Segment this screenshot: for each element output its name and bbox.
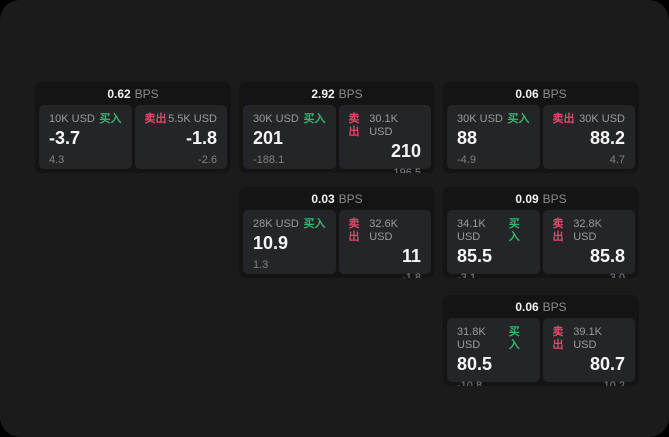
buy-panel[interactable]: 28K USD 买入 10.9 1.3 bbox=[243, 210, 336, 274]
sell-amount: 39.1K USD bbox=[573, 326, 602, 351]
buy-price: 88 bbox=[457, 128, 478, 148]
sell-amount: 32.6K USD bbox=[369, 218, 398, 243]
buy-price: 201 bbox=[253, 128, 284, 148]
sell-panel[interactable]: 卖出 32.6K USD 11 -1.8 bbox=[338, 210, 431, 278]
spread-value: 0.62 bbox=[107, 86, 131, 101]
spread-unit: BPS bbox=[542, 299, 567, 314]
sell-delta: 196.5 bbox=[393, 167, 421, 173]
spread-value: 0.06 bbox=[515, 86, 539, 101]
quote-card: 0.06 BPS 30K USD 买入 88 -4.9 卖出 30K USD 8… bbox=[443, 82, 639, 173]
buy-label: 买入 bbox=[303, 113, 326, 125]
spread-unit: BPS bbox=[542, 86, 567, 101]
buy-panel[interactable]: 34.1K USD 买入 85.5 -3.1 bbox=[447, 210, 540, 278]
buy-amount: 30K USD bbox=[253, 113, 299, 125]
quote-card: 0.09 BPS 34.1K USD 买入 85.5 -3.1 卖出 32.8K… bbox=[443, 187, 639, 278]
spread-header: 0.09 BPS bbox=[443, 187, 639, 208]
sell-panel[interactable]: 卖出 32.8K USD 85.8 3.0 bbox=[542, 210, 635, 278]
sell-label: 卖出 bbox=[348, 113, 360, 138]
sell-label: 卖出 bbox=[552, 326, 564, 351]
buy-amount: 28K USD bbox=[253, 218, 299, 230]
buy-label: 买入 bbox=[507, 113, 530, 125]
sell-label: 卖出 bbox=[552, 113, 575, 125]
buy-delta: -10.8 bbox=[457, 380, 483, 386]
buy-price: -3.7 bbox=[49, 128, 81, 148]
spread-unit: BPS bbox=[134, 86, 159, 101]
sell-delta: 3.0 bbox=[609, 272, 625, 278]
quote-card: 2.92 BPS 30K USD 买入 201 -188.1 卖出 30.1K … bbox=[239, 82, 435, 173]
sell-amount: 30.1K USD bbox=[369, 113, 398, 138]
sell-price: 11 bbox=[401, 246, 421, 266]
sell-price: -1.8 bbox=[185, 128, 217, 148]
sell-label: 卖出 bbox=[144, 113, 167, 125]
buy-price: 80.5 bbox=[457, 354, 493, 374]
buy-label: 买入 bbox=[303, 218, 326, 230]
buy-delta: -188.1 bbox=[253, 154, 285, 166]
quote-card: 0.06 BPS 31.8K USD 买入 80.5 -10.8 卖出 39.1… bbox=[443, 295, 639, 386]
spread-header: 2.92 BPS bbox=[239, 82, 435, 103]
sell-amount: 30K USD bbox=[579, 113, 625, 125]
buy-delta: 4.3 bbox=[49, 154, 65, 166]
spread-value: 0.09 bbox=[515, 191, 539, 206]
sell-amount: 5.5K USD bbox=[168, 113, 217, 125]
sell-delta: -1.8 bbox=[402, 272, 421, 278]
buy-delta: 1.3 bbox=[253, 259, 269, 271]
buy-amount: 30K USD bbox=[457, 113, 503, 125]
spread-unit: BPS bbox=[542, 191, 567, 206]
spread-unit: BPS bbox=[338, 86, 363, 101]
sell-delta: -2.6 bbox=[198, 154, 217, 166]
spread-header: 0.06 BPS bbox=[443, 295, 639, 316]
sell-price: 85.8 bbox=[589, 246, 625, 266]
buy-panel[interactable]: 30K USD 买入 201 -188.1 bbox=[243, 105, 336, 169]
buy-price: 85.5 bbox=[457, 246, 493, 266]
spread-unit: BPS bbox=[338, 191, 363, 206]
buy-label: 买入 bbox=[508, 326, 520, 351]
buy-delta: -3.1 bbox=[457, 272, 476, 278]
sell-panel[interactable]: 卖出 5.5K USD -1.8 -2.6 bbox=[134, 105, 227, 169]
quote-card: 0.62 BPS 10K USD 买入 -3.7 4.3 卖出 5.5K USD… bbox=[35, 82, 231, 173]
buy-panel[interactable]: 30K USD 买入 88 -4.9 bbox=[447, 105, 540, 169]
buy-panel[interactable]: 10K USD 买入 -3.7 4.3 bbox=[39, 105, 132, 169]
buy-price: 10.9 bbox=[253, 233, 289, 253]
buy-amount: 10K USD bbox=[49, 113, 95, 125]
sell-panel[interactable]: 卖出 30.1K USD 210 196.5 bbox=[338, 105, 431, 173]
sell-delta: 4.7 bbox=[609, 154, 625, 166]
buy-label: 买入 bbox=[99, 113, 122, 125]
spread-value: 0.03 bbox=[311, 191, 335, 206]
sell-label: 卖出 bbox=[552, 218, 564, 243]
spread-header: 0.62 BPS bbox=[35, 82, 231, 103]
sell-price: 210 bbox=[390, 141, 421, 161]
sell-panel[interactable]: 卖出 39.1K USD 80.7 10.2 bbox=[542, 318, 635, 386]
spread-value: 2.92 bbox=[311, 86, 335, 101]
buy-label: 买入 bbox=[508, 218, 520, 243]
quote-card: 0.03 BPS 28K USD 买入 10.9 1.3 卖出 32.6K US… bbox=[239, 187, 435, 278]
sell-delta: 10.2 bbox=[603, 380, 625, 386]
spread-header: 0.03 BPS bbox=[239, 187, 435, 208]
spread-value: 0.06 bbox=[515, 299, 539, 314]
spread-header: 0.06 BPS bbox=[443, 82, 639, 103]
buy-amount: 34.1K USD bbox=[457, 218, 486, 243]
sell-price: 80.7 bbox=[589, 354, 625, 374]
buy-panel[interactable]: 31.8K USD 买入 80.5 -10.8 bbox=[447, 318, 540, 386]
sell-label: 卖出 bbox=[348, 218, 360, 243]
sell-panel[interactable]: 卖出 30K USD 88.2 4.7 bbox=[542, 105, 635, 169]
buy-delta: -4.9 bbox=[457, 154, 476, 166]
sell-amount: 32.8K USD bbox=[573, 218, 602, 243]
sell-price: 88.2 bbox=[589, 128, 625, 148]
buy-amount: 31.8K USD bbox=[457, 326, 486, 351]
